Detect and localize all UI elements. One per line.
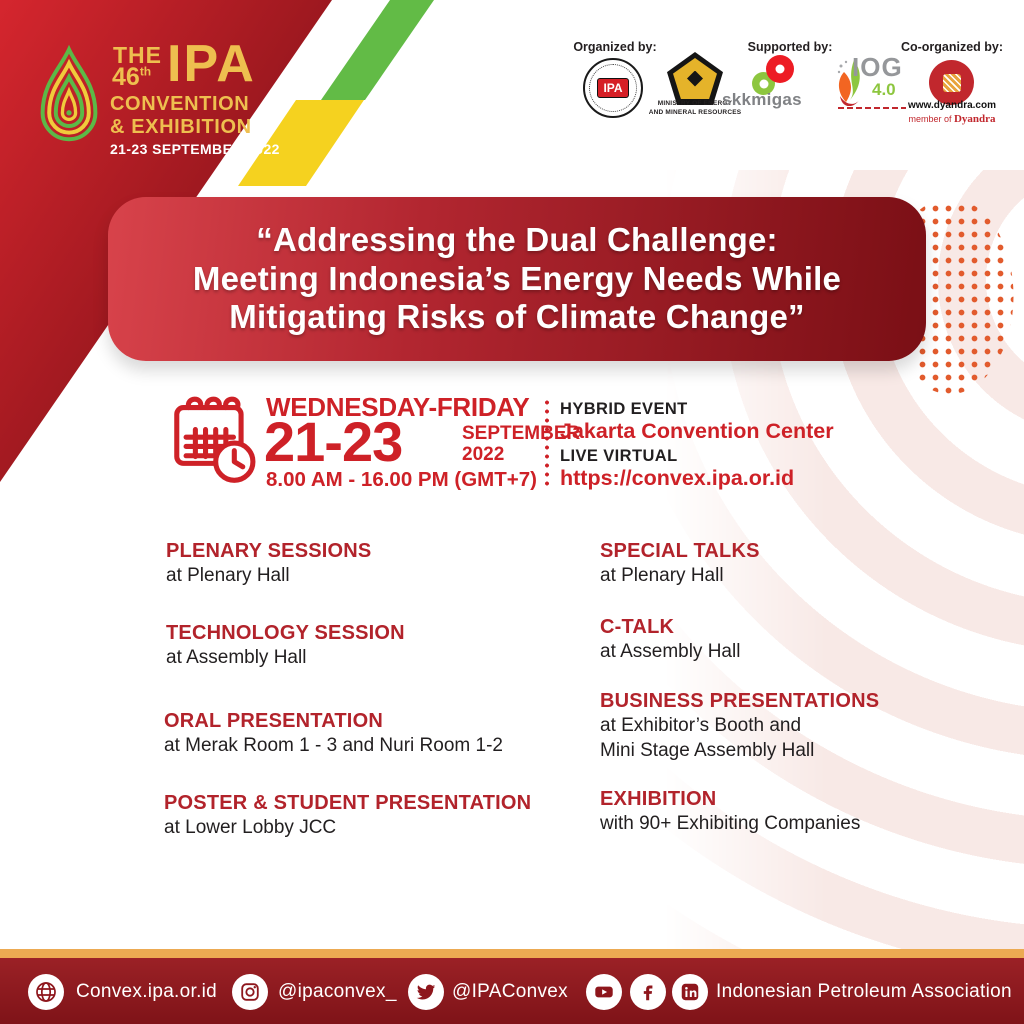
session-item-exhibition: EXHIBITION with 90+ Exhibiting Companies <box>600 788 860 837</box>
dyandra-member-line: member of Dyandra <box>893 113 1011 125</box>
twitter-bird-icon[interactable] <box>408 974 444 1010</box>
edition-suffix: th <box>139 64 152 79</box>
schedule-days: WEDNESDAY-FRIDAY <box>266 392 530 422</box>
iog-number: 4.0 <box>872 80 896 99</box>
schedule-month-year: SEPTEMBER 2022 <box>462 423 581 466</box>
headline-line3: Mitigating Risks of Climate Change” <box>229 298 805 336</box>
iog-wordmark: IOG <box>852 52 903 82</box>
hybrid-event-label: HYBRID EVENT <box>560 400 688 418</box>
ipa-drop-logo <box>40 44 98 142</box>
session-item-oral: ORAL PRESENTATION at Merak Room 1 - 3 an… <box>164 710 503 759</box>
dyandra-member-name: Dyandra <box>953 113 996 125</box>
session-location: at Exhibitor’s Booth and Mini Stage Asse… <box>600 715 815 761</box>
schedule-time: 8.00 AM - 16.00 PM (GMT+7) <box>266 468 537 491</box>
ministry-caption: MINISTRY OF ENERGY AND MINERAL RESOURCES <box>648 100 742 116</box>
schedule-year: 2022 <box>462 443 505 465</box>
brand-edition: 46th <box>112 63 151 92</box>
session-item-ctalk: C-TALK at Assembly Hall <box>600 616 740 665</box>
session-item-poster: POSTER & STUDENT PRESENTATION at Lower L… <box>164 792 531 841</box>
ipa-association-logo: IPA <box>583 58 643 118</box>
schedule-date-range: 21-23 <box>264 410 403 473</box>
session-item-technology: TECHNOLOGY SESSION at Assembly Hall <box>166 622 405 671</box>
green-stripe <box>321 0 434 100</box>
instagram-icon[interactable] <box>232 974 268 1010</box>
session-title: PLENARY SESSIONS <box>166 540 372 562</box>
coorganized-by-label: Co-organized by: <box>900 40 1004 54</box>
footer-twitter-handle[interactable]: @IPAConvex <box>452 981 568 1002</box>
dyandra-logo <box>929 60 974 105</box>
yellow-stripe <box>238 100 364 186</box>
session-item-special-talks: SPECIAL TALKS at Plenary Hall <box>600 540 760 589</box>
ministry-emblem <box>673 58 717 99</box>
skkmigas-wordmark: skkmigas <box>722 90 802 109</box>
dyandra-member-prefix: member of <box>908 114 954 124</box>
schedule-month: SEPTEMBER <box>462 423 581 444</box>
dyandra-url: www.dyandra.com <box>908 100 996 111</box>
live-virtual-label: LIVE VIRTUAL <box>560 447 678 465</box>
dotted-divider <box>545 398 549 490</box>
iog-flame-icon <box>837 60 860 106</box>
venue-name: Jakarta Convention Center <box>560 419 834 443</box>
session-location: with 90+ Exhibiting Companies <box>600 813 861 834</box>
session-item-business: BUSINESS PRESENTATIONS at Exhibitor’s Bo… <box>600 690 879 763</box>
skkmigas-mark-red <box>766 55 794 83</box>
ipa-logo-text: IPA <box>597 78 629 98</box>
session-title: C-TALK <box>600 616 675 638</box>
session-title: SPECIAL TALKS <box>600 540 760 562</box>
session-location: at Assembly Hall <box>166 647 307 668</box>
footer-gold-bar <box>0 949 1024 958</box>
footer-instagram-handle[interactable]: @ipaconvex_ <box>278 981 397 1002</box>
session-title: BUSINESS PRESENTATIONS <box>600 690 880 712</box>
session-location: at Assembly Hall <box>600 641 741 662</box>
session-title: POSTER & STUDENT PRESENTATION <box>164 792 532 814</box>
edition-number: 46 <box>112 63 140 91</box>
headline-line2: Meeting Indonesia’s Energy Needs While <box>192 259 842 297</box>
brand-acronym: IPA <box>167 35 256 93</box>
globe-icon[interactable] <box>28 974 64 1010</box>
virtual-event-url[interactable]: https://convex.ipa.or.id <box>560 466 795 490</box>
session-location: at Lower Lobby JCC <box>164 817 337 838</box>
session-location: at Plenary Hall <box>600 565 724 586</box>
session-title: TECHNOLOGY SESSION <box>166 622 405 644</box>
youtube-icon[interactable] <box>586 974 622 1010</box>
session-location: at Merak Room 1 - 3 and Nuri Room 1-2 <box>164 735 503 756</box>
linkedin-icon[interactable] <box>672 974 708 1010</box>
ministry-emblem-glyph <box>687 70 703 87</box>
session-location: at Plenary Hall <box>166 565 290 586</box>
ministry-energy-logo <box>667 52 723 105</box>
facebook-icon[interactable] <box>630 974 666 1010</box>
footer-website[interactable]: Convex.ipa.or.id <box>76 981 218 1002</box>
calendar-clock-icon <box>174 396 256 483</box>
brand-the: THE <box>113 42 162 68</box>
brand-title-line2: & EXHIBITION <box>110 116 252 138</box>
dyandra-emblem <box>942 73 961 92</box>
brand-title-line1: CONVENTION <box>110 93 250 115</box>
organized-by-label: Organized by: <box>573 40 657 54</box>
session-title: ORAL PRESENTATION <box>164 710 383 732</box>
session-title: EXHIBITION <box>600 788 717 810</box>
session-item-plenary: PLENARY SESSIONS at Plenary Hall <box>166 540 371 589</box>
brand-dates: 21-23 SEPTEMBER 2022 <box>110 141 280 157</box>
supported-by-label: Supported by: <box>747 40 833 54</box>
headline-line1: “Addressing the Dual Challenge: <box>256 220 778 258</box>
footer-bar <box>0 958 1024 1024</box>
iog-tagline-bar <box>838 107 906 109</box>
footer-association-name: Indonesian Petroleum Association <box>716 981 1012 1002</box>
headline-banner: “Addressing the Dual Challenge: Meeting … <box>108 197 926 361</box>
